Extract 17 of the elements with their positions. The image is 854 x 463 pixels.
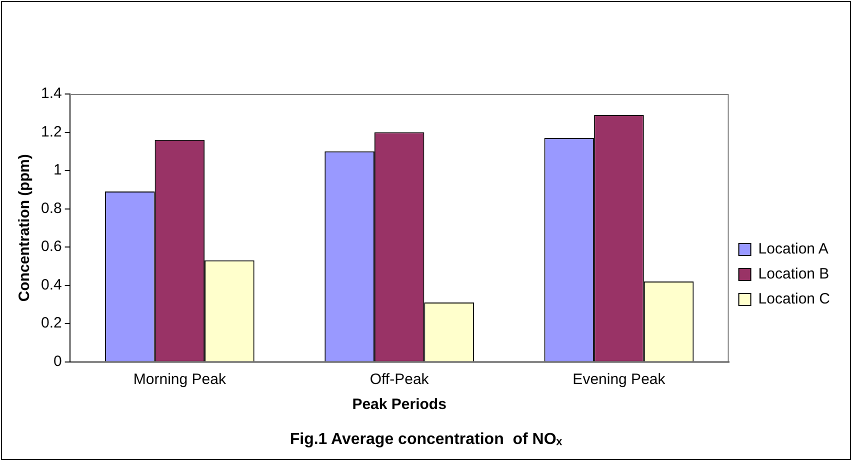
x-axis-title: Peak Periods (352, 396, 446, 413)
y-tick-label: 1 (54, 162, 62, 179)
legend-label: Location B (758, 266, 830, 283)
legend-label: Location A (758, 240, 828, 258)
y-tick-label: 1.2 (40, 123, 62, 140)
x-tick-label: Off-Peak (370, 370, 430, 388)
x-tick-label: Morning Peak (133, 370, 226, 388)
y-tick-label: 0.6 (40, 238, 62, 256)
y-tick-label: 0.4 (40, 276, 62, 294)
y-tick-label: 0.2 (40, 314, 62, 332)
text: Fig.1 Average concentration of NOₓ (290, 430, 562, 448)
y-tick-label: 0 (54, 352, 62, 370)
legend-label: Location C (758, 290, 830, 308)
y-tick-label: 1.4 (40, 85, 62, 102)
x-tick-label: Evening Peak (572, 370, 666, 388)
y-tick-label: 0.8 (40, 200, 62, 217)
y-axis-title: Concentration (ppm) (16, 154, 34, 302)
